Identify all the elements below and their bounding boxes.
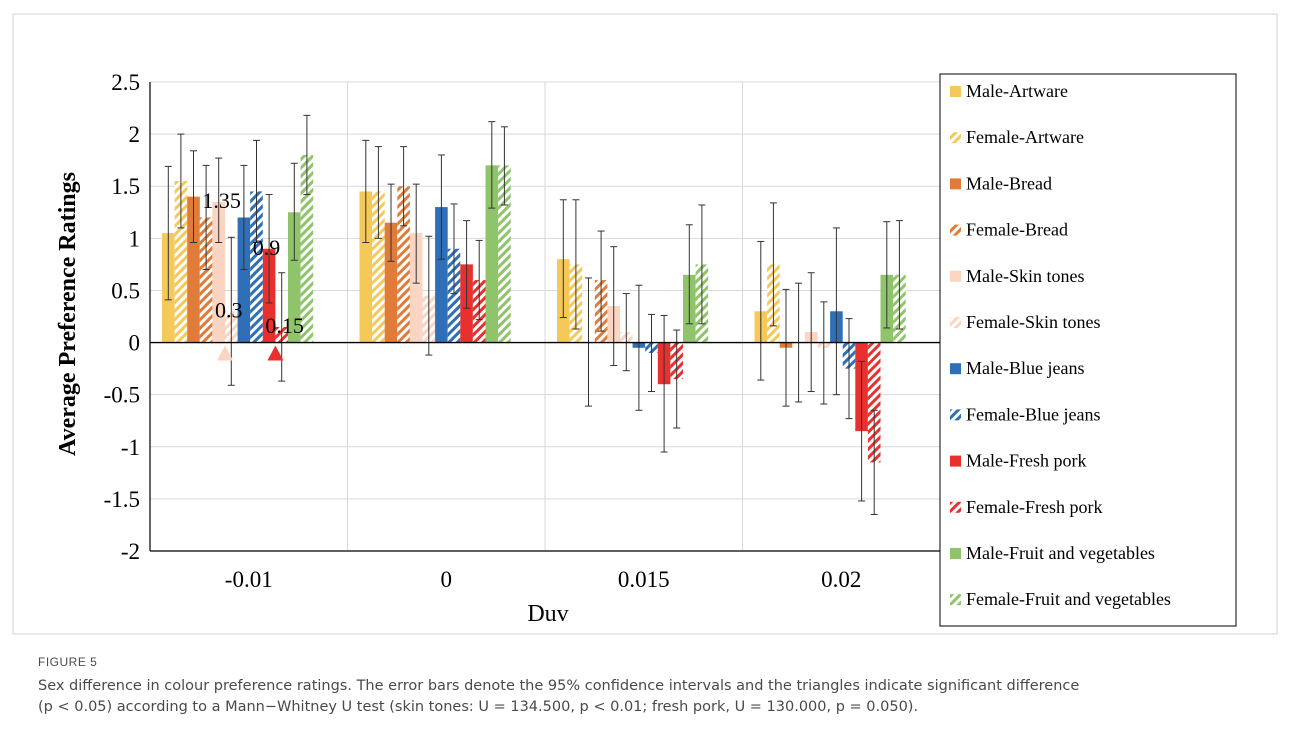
significance-triangle [267,345,284,361]
error-bars [164,114,903,516]
caption-line-2: (p < 0.05) according to a Mann−Whitney U… [38,699,919,715]
figure-caption: Sex difference in colour preference rati… [38,676,1253,718]
figure-label: FIGURE 5 [38,655,98,669]
legend-swatch [950,594,961,606]
data-label: 0.3 [215,297,243,322]
x-tick-label: 0.015 [618,567,670,592]
legend-label: Male-Fruit and vegetables [966,543,1155,563]
bar [237,217,251,343]
bar [300,154,314,343]
caption-line-1: Sex difference in colour preference rati… [38,678,1080,694]
data-label: 0.15 [265,313,304,338]
legend-swatch [950,501,961,513]
legend-label: Female-Fresh pork [966,497,1102,517]
legend-swatch [950,132,961,144]
bar [409,233,423,343]
bar [397,186,410,343]
legend-swatch [950,317,961,328]
legend-label: Female-Skin tones [966,312,1100,332]
legend-label: Female-Blue jeans [966,404,1100,424]
bar [212,201,225,343]
legend-swatch [950,270,961,282]
bar [498,165,511,343]
legend-label: Female-Artware [966,127,1084,147]
legend-swatch [950,455,961,467]
bar [359,191,373,343]
bar [174,181,188,343]
y-tick-label: -2 [121,539,140,564]
significance-markers [217,345,284,361]
bar [288,212,301,343]
x-tick-label: 0.02 [821,567,861,592]
y-tick-label: 2 [129,122,141,147]
legend-swatch [950,178,961,190]
y-axis-title: Average Preference Ratings [55,172,81,456]
bar [867,342,881,463]
legend-label: Male-Bread [966,173,1052,193]
y-tick-label: -1 [121,435,140,460]
legend-label: Male-Skin tones [966,266,1085,286]
significance-triangle [217,345,233,361]
data-label: 0.9 [253,235,280,260]
legend-label: Female-Fruit and vegetables [966,589,1171,609]
bar [250,191,263,343]
bar [187,196,200,343]
bar [384,222,398,343]
x-tick-label: 0 [441,567,453,592]
y-tick-label: -0.5 [104,383,140,408]
x-axis-title: Duv [527,601,568,627]
bar [485,165,499,343]
bar [372,191,385,343]
y-tick-label: 0 [129,331,141,356]
y-tick-label: 1 [129,226,141,251]
y-tick-label: 0.5 [111,278,140,303]
legend-label: Male-Fresh pork [966,451,1086,471]
x-tick-label: -0.01 [225,567,273,592]
legend: Male-Artware Female-Artware Male-Bread Fema… [939,73,1237,627]
legend-box [939,73,1237,627]
axes: -2 -1.5 -1 -0.5 0 0.5 1 1.5 2 2.5 -0.01 0 0.015 0.02 [104,70,940,592]
data-labels: 1.35 0.3 0.9 0.15 [202,188,304,338]
bar [435,207,448,343]
bar [199,217,213,343]
bar [447,248,461,343]
legend-label: Male-Blue jeans [966,358,1084,378]
legend-swatch [950,86,961,97]
legend-swatch [950,409,961,421]
y-tick-label: 1.5 [111,174,140,199]
legend-swatch [950,548,961,559]
legend-swatch [950,363,961,375]
data-label: 1.35 [202,188,241,213]
legend-label: Male-Artware [966,81,1068,101]
legend-swatch [950,224,961,236]
y-tick-label: 2.5 [111,70,140,95]
legend-label: Female-Bread [966,220,1068,240]
y-tick-label: -1.5 [104,487,140,512]
